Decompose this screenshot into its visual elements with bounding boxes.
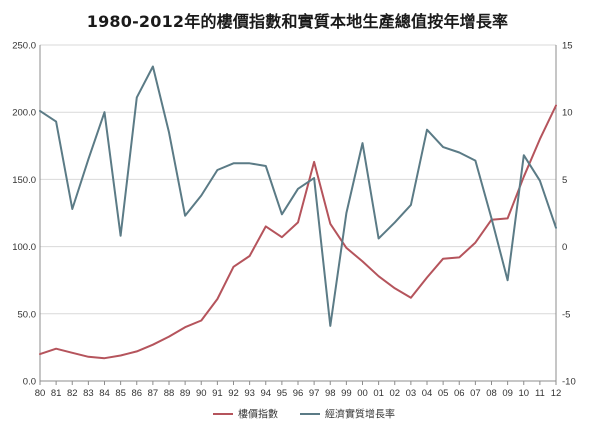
x-tick-label: 88 [164,388,175,399]
x-tick-label: 93 [244,388,255,399]
axes: 0.050.0100.0150.0200.0250.0-10-505101580… [12,41,576,400]
y-right-tick-label: -5 [562,309,570,320]
y-right-tick-label: 0 [562,242,567,253]
x-tick-label: 82 [67,388,78,399]
x-tick-label: 89 [180,388,191,399]
x-tick-label: 80 [35,388,46,399]
y-left-tick-label: 0.0 [23,377,36,388]
x-tick-label: 06 [454,388,465,399]
series-line-0 [39,104,557,360]
x-tick-label: 85 [115,388,126,399]
x-tick-label: 03 [406,388,417,399]
y-left-tick-label: 200.0 [12,108,36,119]
y-right-tick-label: 15 [562,41,573,52]
y-right-tick-label: 10 [562,108,573,119]
chart-title: 1980-2012年的樓價指數和實質本地生產總值按年增長率 [86,12,509,31]
x-tick-label: 86 [131,388,142,399]
x-tick-label: 96 [293,388,304,399]
series-line-1 [39,65,557,327]
x-tick-label: 83 [83,388,94,399]
x-tick-label: 81 [51,388,62,399]
x-tick-label: 10 [518,388,529,399]
x-tick-label: 12 [551,388,562,399]
x-tick-label: 08 [486,388,497,399]
y-right-tick-label: -10 [562,377,576,388]
legend: 樓價指數 經濟實質增長率 [213,408,395,421]
x-tick-label: 01 [373,388,384,399]
x-tick-label: 97 [309,388,320,399]
series-lines [39,65,557,360]
y-right-tick-label: 5 [562,175,567,186]
x-tick-label: 91 [212,388,223,399]
y-left-tick-label: 50.0 [18,309,37,320]
y-left-tick-label: 250.0 [12,41,36,52]
x-tick-label: 04 [422,388,433,399]
y-left-tick-label: 150.0 [12,175,36,186]
x-tick-label: 11 [535,388,545,399]
x-tick-label: 87 [148,388,159,399]
x-tick-label: 07 [470,388,481,399]
x-tick-label: 90 [196,388,207,399]
x-tick-label: 94 [260,388,271,399]
x-tick-label: 00 [357,388,368,399]
x-tick-label: 92 [228,388,239,399]
legend-label: 經濟實質增長率 [325,408,395,421]
x-tick-label: 02 [389,388,400,399]
x-tick-label: 05 [438,388,449,399]
x-tick-label: 09 [502,388,513,399]
y-left-tick-label: 100.0 [12,242,36,253]
x-tick-label: 95 [277,388,288,399]
x-tick-label: 84 [99,388,110,399]
legend-label: 樓價指數 [238,408,278,421]
x-tick-label: 98 [325,388,336,399]
x-tick-label: 99 [341,388,352,399]
